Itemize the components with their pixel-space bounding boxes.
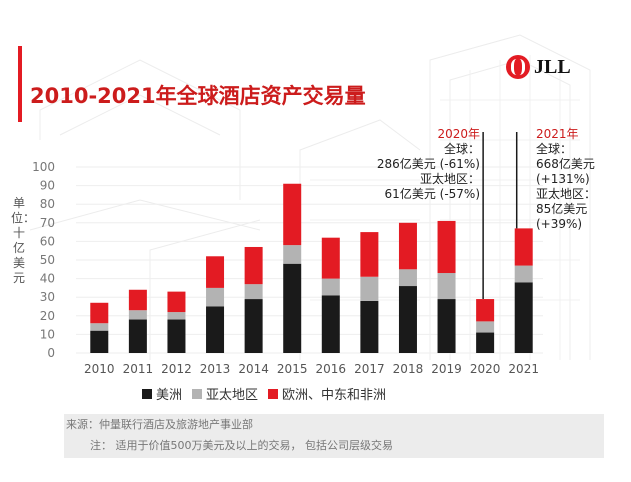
x-tick-label: 2018 <box>393 362 424 376</box>
annotation-2021-year: 2021年 <box>536 127 579 141</box>
bar-segment-emea <box>283 183 302 246</box>
annotation-2021-line5: 85亿美元 <box>536 202 588 216</box>
bar-segment-americas <box>360 300 379 353</box>
annotation-2020: 2020年 全球： 286亿美元 (-61%) 亚太地区： 61亿美元 (-57… <box>360 127 480 202</box>
x-tick-label: 2021 <box>508 362 539 376</box>
bar-segment-emea <box>244 246 263 285</box>
bar-segment-americas <box>167 319 186 353</box>
bar-segment-americas <box>437 299 456 353</box>
bar-segment-emea <box>476 299 495 322</box>
bar-segment-apac <box>206 287 225 307</box>
y-tick-label: 100 <box>32 160 55 174</box>
bar-segment-emea <box>167 291 186 313</box>
bar-segment-americas <box>514 282 533 353</box>
title-accent-bar <box>18 46 22 122</box>
footer-source: 来源：仲量联行酒店及旅游地产事业部 <box>66 418 253 431</box>
y-tick-label: 60 <box>40 234 55 248</box>
y-tick-label: 70 <box>40 216 55 230</box>
jll-logo-text: JLL <box>534 55 571 78</box>
bar-segment-americas <box>206 306 225 353</box>
bar-segment-apac <box>90 323 109 331</box>
chart-title: 2010-2021年全球酒店资产交易量 <box>30 84 366 108</box>
x-tick-label: 2020 <box>470 362 501 376</box>
bar-segment-emea <box>514 228 533 266</box>
y-tick-label: 30 <box>40 290 55 304</box>
bar-segment-emea <box>90 302 109 324</box>
y-tick-label: 20 <box>40 309 55 323</box>
legend-label-apac: 亚太地区 <box>206 388 259 403</box>
legend-item-americas: 美洲 <box>142 384 182 403</box>
annotation-2021: 2021年 全球： 668亿美元 (+131%) 亚太地区： 85亿美元 (+3… <box>536 127 596 232</box>
jll-logo-icon <box>506 55 530 79</box>
bar-segment-americas <box>128 319 147 353</box>
x-tick-label: 2016 <box>316 362 347 376</box>
bar-segment-americas <box>283 263 302 353</box>
bar-segment-americas <box>90 330 109 353</box>
y-tick-label: 80 <box>40 197 55 211</box>
annotation-2020-line1: 全球： <box>443 142 480 156</box>
y-tick-label: 40 <box>40 272 55 286</box>
bar-segment-americas <box>476 332 495 353</box>
y-tick-label: 0 <box>47 346 55 360</box>
jll-logo: JLL <box>506 55 571 79</box>
x-tick-label: 2013 <box>200 362 231 376</box>
annotation-2020-line2: 286亿美元 (-61%) <box>376 157 480 171</box>
legend: 美洲 亚太地区 欧洲、中东和非洲 <box>142 384 396 403</box>
x-tick-label: 2014 <box>238 362 269 376</box>
bar-segment-emea <box>321 237 340 279</box>
y-tick-label: 90 <box>40 179 55 193</box>
legend-swatch-americas <box>142 388 152 399</box>
legend-label-emea: 欧洲、中东和非洲 <box>282 388 387 403</box>
x-tick-label: 2019 <box>431 362 462 376</box>
annotation-2021-line2: 668亿美元 <box>536 157 595 171</box>
legend-item-apac: 亚太地区 <box>192 384 258 403</box>
footer-panel <box>64 414 604 458</box>
bar-segment-apac <box>167 312 186 320</box>
bar-segment-apac <box>398 269 417 287</box>
y-tick-label: 50 <box>40 253 55 267</box>
x-tick-label: 2017 <box>354 362 385 376</box>
bar-segment-apac <box>321 278 340 296</box>
annotation-2020-year: 2020年 <box>437 127 480 141</box>
x-tick-label: 2015 <box>277 362 308 376</box>
legend-item-emea: 欧洲、中东和非洲 <box>268 384 386 403</box>
annotation-2021-line6: (+39%) <box>536 217 583 231</box>
x-tick-label: 2010 <box>84 362 115 376</box>
x-tick-label: 2012 <box>161 362 192 376</box>
x-tick-label: 2011 <box>123 362 154 376</box>
bar-segment-americas <box>321 295 340 353</box>
bar-segment-americas <box>244 299 263 353</box>
legend-label-americas: 美洲 <box>156 388 183 403</box>
y-tick-label: 10 <box>40 327 55 341</box>
annotation-2021-line1: 全球： <box>536 142 573 156</box>
bar-segment-apac <box>437 273 456 300</box>
bar-segment-apac <box>514 265 533 283</box>
annotation-2021-line4: 亚太地区： <box>536 187 597 201</box>
legend-swatch-apac <box>192 388 203 399</box>
footer-note: 注： 适用于价值500万美元及以上的交易， 包括公司层级交易 <box>90 439 393 452</box>
legend-swatch-emea <box>268 388 279 399</box>
bar-segment-emea <box>360 232 379 277</box>
bar-segment-apac <box>476 321 495 333</box>
bar-segment-emea <box>128 289 147 311</box>
annotation-2021-line3: (+131%) <box>536 172 590 186</box>
bar-segment-emea <box>206 256 225 288</box>
bar-segment-emea <box>437 220 456 274</box>
bar-segment-apac <box>128 310 147 320</box>
bar-segment-apac <box>283 245 302 264</box>
bar-segment-apac <box>360 276 379 301</box>
bar-segment-americas <box>398 286 417 353</box>
annotation-2020-line3: 亚太地区： <box>419 172 480 186</box>
annotation-2020-line4: 61亿美元 (-57%) <box>384 187 480 201</box>
bar-segment-apac <box>244 284 263 300</box>
bar-segment-emea <box>398 222 417 270</box>
